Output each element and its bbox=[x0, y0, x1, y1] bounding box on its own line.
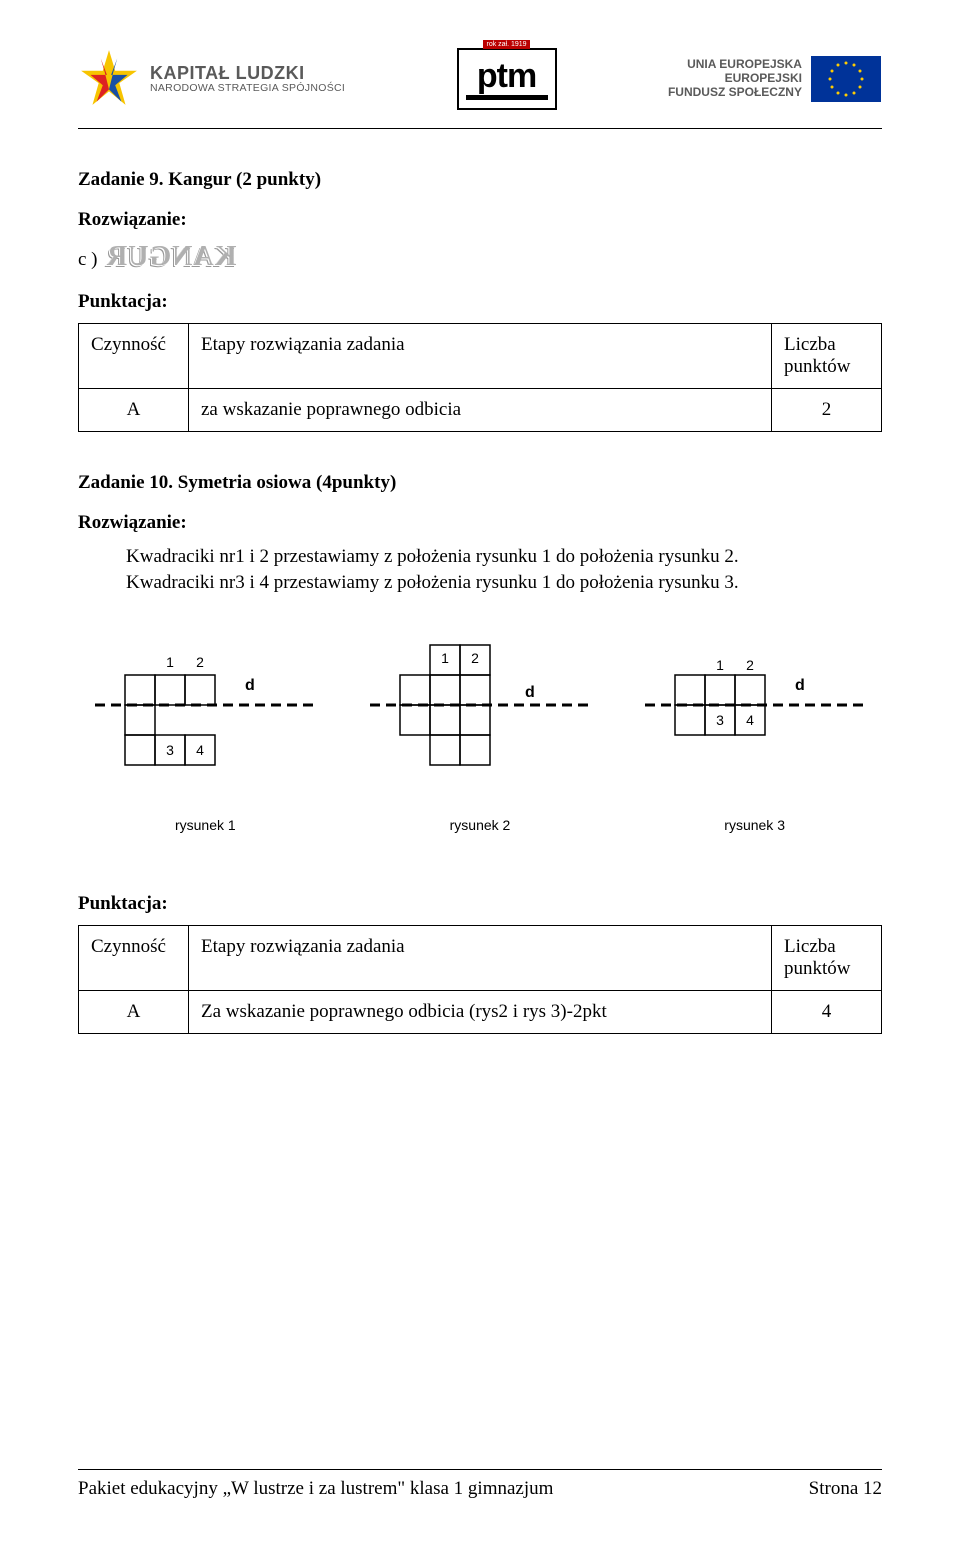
svg-text:d: d bbox=[525, 684, 535, 701]
task9-punkt-label: Punktacja: bbox=[78, 291, 882, 313]
task9-title: Zadanie 9. Kangur (2 punkty) bbox=[78, 169, 882, 191]
task10-rozw-label: Rozwiązanie: bbox=[78, 512, 882, 534]
eu-line1: UNIA EUROPEJSKA bbox=[668, 58, 802, 72]
svg-text:4: 4 bbox=[746, 712, 754, 728]
kl-logo-block: KAPITAŁ LUDZKI NARODOWA STRATEGIA SPÓJNO… bbox=[78, 48, 345, 110]
th-etapy: Etapy rozwiązania zadania bbox=[189, 324, 772, 389]
ptm-text: ptm bbox=[477, 59, 536, 93]
svg-text:1: 1 bbox=[716, 657, 724, 673]
kl-subtitle: NARODOWA STRATEGIA SPÓJNOŚCI bbox=[150, 83, 345, 94]
diagram-1: 1 2 d 3 4 rysunek 1 bbox=[95, 635, 315, 833]
svg-text:1: 1 bbox=[166, 654, 174, 670]
diagram-3: 1 2 d 3 4 rysunek 3 bbox=[645, 635, 865, 833]
task9-rozw-label: Rozwiązanie: bbox=[78, 209, 882, 231]
diagram2-caption: rysunek 2 bbox=[450, 817, 511, 833]
task9-answer: c ) KANGUR bbox=[78, 241, 882, 273]
th-czynnosc: Czynność bbox=[79, 926, 189, 991]
page-footer: Pakiet edukacyjny „W lustrze i za lustre… bbox=[78, 1469, 882, 1500]
svg-text:3: 3 bbox=[716, 712, 724, 728]
task9-answer-prefix: c ) bbox=[78, 249, 98, 271]
th-punkty: Liczba punktów bbox=[772, 926, 882, 991]
td-pts: 4 bbox=[772, 991, 882, 1034]
svg-text:2: 2 bbox=[746, 657, 754, 673]
td-a: A bbox=[79, 389, 189, 432]
td-pts: 2 bbox=[772, 389, 882, 432]
eu-logo-block: UNIA EUROPEJSKA EUROPEJSKI FUNDUSZ SPOŁE… bbox=[668, 55, 882, 103]
eu-line2: EUROPEJSKI bbox=[668, 72, 802, 86]
th-etapy: Etapy rozwiązania zadania bbox=[189, 926, 772, 991]
svg-text:4: 4 bbox=[196, 742, 204, 758]
table-row: A Za wskazanie poprawnego odbicia (rys2 … bbox=[79, 991, 882, 1034]
footer-right: Strona 12 bbox=[809, 1478, 882, 1500]
task10-line2: Kwadraciki nr3 i 4 przestawiamy z położe… bbox=[126, 572, 739, 593]
diagram-row: 1 2 d 3 4 rysunek 1 bbox=[78, 635, 882, 833]
svg-text:1: 1 bbox=[441, 650, 449, 666]
task10-punkt-label: Punktacja: bbox=[78, 893, 882, 915]
table-row: A za wskazanie poprawnego odbicia 2 bbox=[79, 389, 882, 432]
td-desc: Za wskazanie poprawnego odbicia (rys2 i … bbox=[189, 991, 772, 1034]
svg-text:2: 2 bbox=[471, 650, 479, 666]
eu-flag-icon bbox=[810, 55, 882, 103]
task10-solution: Kwadraciki nr1 i 2 przestawiamy z położe… bbox=[126, 544, 882, 595]
diagram-2: 1 2 d rysunek 2 bbox=[370, 635, 590, 833]
diagram3-caption: rysunek 3 bbox=[724, 817, 785, 833]
task10-title: Zadanie 10. Symetria osiowa (4punkty) bbox=[78, 472, 882, 494]
table-row: Czynność Etapy rozwiązania zadania Liczb… bbox=[79, 324, 882, 389]
table-row: Czynność Etapy rozwiązania zadania Liczb… bbox=[79, 926, 882, 991]
eu-line3: FUNDUSZ SPOŁECZNY bbox=[668, 86, 802, 100]
task9-grading-table: Czynność Etapy rozwiązania zadania Liczb… bbox=[78, 323, 882, 432]
task10-grading-table: Czynność Etapy rozwiązania zadania Liczb… bbox=[78, 925, 882, 1034]
svg-text:d: d bbox=[795, 677, 805, 694]
footer-left: Pakiet edukacyjny „W lustrze i za lustre… bbox=[78, 1478, 553, 1500]
diagram1-caption: rysunek 1 bbox=[175, 817, 236, 833]
svg-text:3: 3 bbox=[166, 742, 174, 758]
th-punkty: Liczba punktów bbox=[772, 324, 882, 389]
td-a: A bbox=[79, 991, 189, 1034]
kl-title: KAPITAŁ LUDZKI bbox=[150, 64, 345, 83]
page-header: KAPITAŁ LUDZKI NARODOWA STRATEGIA SPÓJNO… bbox=[78, 48, 882, 129]
ptm-logo: rok zał. 1919 ptm bbox=[457, 48, 557, 110]
svg-text:d: d bbox=[245, 677, 255, 694]
ptm-banner: rok zał. 1919 bbox=[483, 40, 529, 49]
td-desc: za wskazanie poprawnego odbicia bbox=[189, 389, 772, 432]
svg-text:2: 2 bbox=[196, 654, 204, 670]
kl-star-icon bbox=[78, 48, 140, 110]
task10-line1: Kwadraciki nr1 i 2 przestawiamy z położe… bbox=[126, 546, 739, 567]
th-czynnosc: Czynność bbox=[79, 324, 189, 389]
task9-mirror-text: KANGUR bbox=[106, 241, 236, 273]
